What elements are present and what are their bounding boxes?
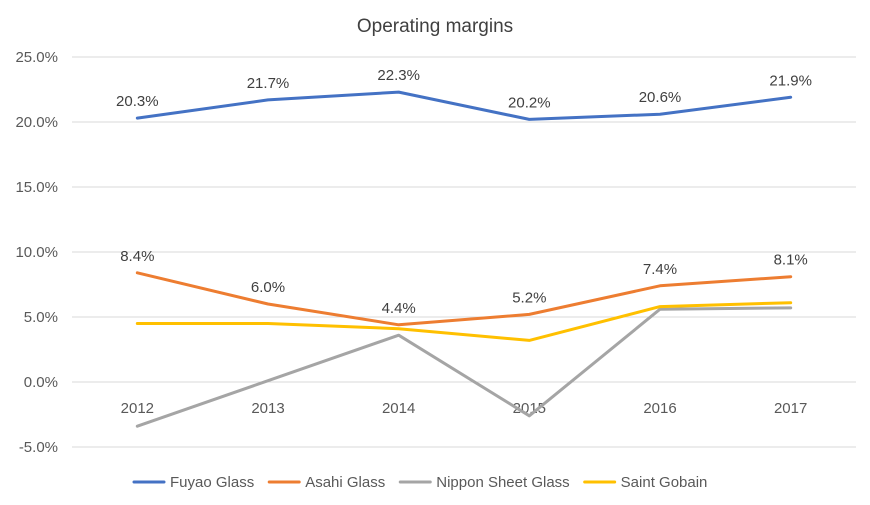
data-label: 5.2%	[512, 289, 546, 306]
legend-item: Asahi Glass	[267, 474, 385, 491]
series-line-asahi-glass	[135, 271, 793, 327]
legend-item: Fuyao Glass	[132, 474, 254, 491]
data-label: 20.6%	[639, 89, 682, 106]
legend-label: Fuyao Glass	[170, 474, 254, 491]
y-tick-label: 0.0%	[24, 374, 58, 391]
y-tick-label: 25.0%	[15, 49, 58, 66]
y-tick-label: 10.0%	[15, 244, 58, 261]
data-label: 21.9%	[769, 72, 812, 89]
data-label: 20.3%	[116, 93, 159, 110]
x-tick-label: 2012	[121, 400, 154, 417]
x-tick-label: 2017	[774, 400, 807, 417]
data-label: 8.1%	[774, 252, 808, 269]
y-tick-label: 5.0%	[24, 309, 58, 326]
y-tick-label: -5.0%	[19, 439, 58, 456]
x-tick-label: 2014	[382, 400, 415, 417]
data-label: 8.4%	[120, 248, 154, 265]
legend-label: Asahi Glass	[305, 474, 385, 491]
legend: Fuyao Glass Asahi Glass Nippon Sheet Glass…	[132, 474, 708, 491]
data-label: 22.3%	[377, 67, 420, 84]
legend-item: Nippon Sheet Glass	[398, 474, 570, 491]
series-line-nippon-sheet-glass	[135, 306, 793, 428]
data-label: 7.4%	[643, 261, 677, 278]
data-label: 4.4%	[382, 300, 416, 317]
y-axis: -5.0% 0.0% 5.0% 10.0% 15.0% 20.0% 25.0%	[15, 49, 58, 456]
series-line-saint-gobain	[135, 301, 793, 342]
x-tick-label: 2015	[513, 400, 546, 417]
data-label: 20.2%	[508, 94, 551, 111]
data-labels: 20.3% 21.7% 22.3% 20.2% 20.6% 21.9% 8.4% 6.0% 4.…	[116, 67, 812, 317]
legend-label: Nippon Sheet Glass	[436, 474, 569, 491]
x-axis: 2012 2013 2014 2015 2016 2017	[121, 400, 808, 417]
series-line-fuyao-glass	[135, 90, 793, 121]
series-lines	[135, 90, 793, 428]
gridlines	[72, 56, 856, 448]
legend-item: Saint Gobain	[583, 474, 708, 491]
y-tick-label: 15.0%	[15, 179, 58, 196]
x-tick-label: 2016	[643, 400, 676, 417]
x-tick-label: 2013	[251, 400, 284, 417]
data-label: 6.0%	[251, 279, 285, 296]
legend-label: Saint Gobain	[621, 474, 708, 491]
data-label: 21.7%	[247, 75, 290, 92]
chart-title: Operating margins	[357, 16, 513, 37]
y-tick-label: 20.0%	[15, 114, 58, 131]
